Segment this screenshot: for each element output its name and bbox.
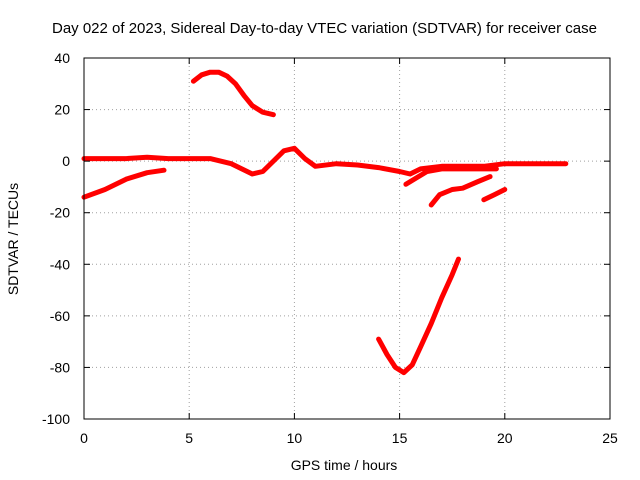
grid [84,58,610,419]
y-tick-label: -60 [50,308,70,324]
y-tick-label: -40 [50,256,70,272]
chart-title: Day 022 of 2023, Sidereal Day-to-day VTE… [52,20,597,37]
y-tick-label: 40 [54,50,70,66]
series-arc-7 [481,187,508,203]
x-tick-label: 20 [497,430,513,446]
x-axis-label: GPS time / hours [291,457,398,473]
series-arc-3 [190,69,276,118]
x-tick-label: 5 [185,430,193,446]
x-tick-label: 0 [80,430,88,446]
series-arc-6 [428,174,493,208]
x-tick-label: 15 [392,430,408,446]
y-tick-label: -20 [50,205,70,221]
x-tick-label: 25 [602,430,618,446]
y-tick-label: 20 [54,102,70,118]
series-arc-2 [81,167,167,200]
y-axis-label: SDTVAR / TECUs [5,183,21,295]
y-tick-label: 0 [62,153,70,169]
series-arc-1 [81,145,569,177]
y-tick-label: -80 [50,359,70,375]
series-arc-4 [376,256,461,376]
x-tick-label: 10 [287,430,303,446]
data-series [81,69,569,376]
axis-ticks: 0 5 10 15 20 25 -100 -80 -60 -40 -20 0 20 40 [42,50,618,446]
series-arc-5 [403,166,499,187]
plot-frame [83,57,611,420]
y-tick-label: -100 [42,411,70,427]
